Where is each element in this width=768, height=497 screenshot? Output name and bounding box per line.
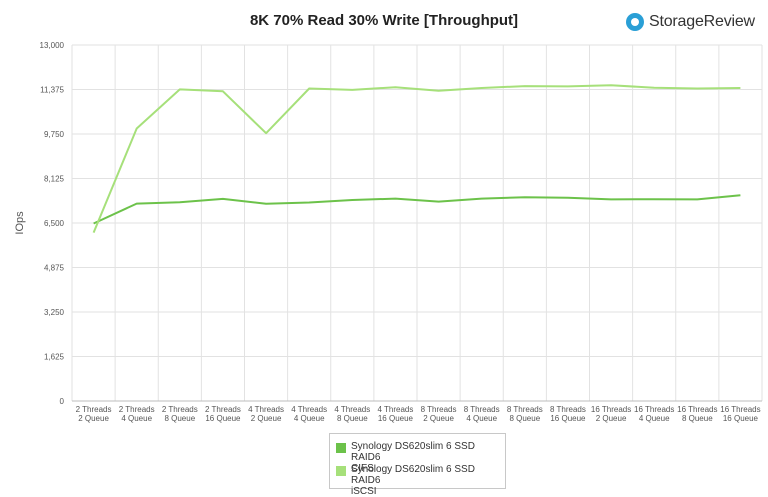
y-axis-ticks: 0 1,625 3,250 4,875 6,500 8,125 9,750 11,375 13,… <box>40 41 65 406</box>
x-tick-label: 16 Threads 16 Queue <box>720 405 760 423</box>
x-tick-label: 4 Threads 2 Queue <box>248 405 284 423</box>
legend-label-cifs-line1: Synology DS620slim 6 SSD RAID6 <box>351 441 475 463</box>
chart-title: 8K 70% Read 30% Write [Throughput] <box>249 12 519 29</box>
brand-name: StorageReview <box>649 13 755 30</box>
gridlines <box>71 44 763 402</box>
legend-swatch-cifs <box>336 443 346 453</box>
x-tick-label-line: 4 Queue <box>466 414 497 423</box>
x-tick-label-line: 16 Threads <box>634 405 674 414</box>
x-tick-label-line: 4 Threads <box>291 405 327 414</box>
legend-label-iscsi-line1: Synology DS620slim 6 SSD RAID6 <box>351 464 475 486</box>
series-line-iscsi <box>92 84 741 233</box>
x-tick-label-line: 8 Queue <box>509 414 540 423</box>
x-tick-label: 2 Threads 8 Queue <box>162 405 198 423</box>
y-tick-label: 1,625 <box>44 353 65 362</box>
x-tick-label-line: 16 Queue <box>205 414 241 423</box>
x-tick-label: 8 Threads 4 Queue <box>464 405 500 423</box>
x-tick-label: 4 Threads 16 Queue <box>378 405 414 423</box>
y-tick-label: 9,750 <box>44 130 65 139</box>
x-tick-label-line: 8 Queue <box>682 414 713 423</box>
x-tick-label-line: 8 Queue <box>164 414 195 423</box>
storagereview-logo-icon <box>626 13 644 31</box>
x-tick-label-line: 2 Threads <box>119 405 155 414</box>
x-tick-label-line: 8 Threads <box>421 405 457 414</box>
legend-item-cifs[interactable]: Synology DS620slim 6 SSD RAID6 CIFS <box>336 441 501 474</box>
x-tick-label-line: 4 Queue <box>121 414 152 423</box>
legend-label-iscsi: Synology DS620slim 6 SSD RAID6 iSCSI <box>351 464 501 497</box>
x-tick-label-line: 2 Queue <box>78 414 109 423</box>
x-tick-label-line: 8 Threads <box>464 405 500 414</box>
x-tick-label-line: 16 Threads <box>677 405 717 414</box>
x-tick-label-line: 2 Queue <box>596 414 627 423</box>
x-tick-label: 4 Threads 4 Queue <box>291 405 327 423</box>
x-tick-label: 2 Threads 4 Queue <box>119 405 155 423</box>
x-tick-label-line: 8 Threads <box>507 405 543 414</box>
brand-logo: StorageReview <box>626 13 755 31</box>
legend-label-cifs-line2: CIFS <box>351 463 374 474</box>
x-tick-label-line: 16 Queue <box>723 414 759 423</box>
x-tick-label-line: 16 Queue <box>550 414 586 423</box>
x-tick-label: 16 Threads 8 Queue <box>677 405 717 423</box>
y-tick-label: 11,375 <box>40 86 64 95</box>
x-tick-label-line: 2 Threads <box>162 405 198 414</box>
x-tick-label-line: 4 Threads <box>334 405 370 414</box>
x-tick-label-line: 16 Queue <box>378 414 414 423</box>
y-axis-label: IOps <box>14 211 26 235</box>
x-tick-label: 2 Threads 16 Queue <box>205 405 241 423</box>
series-line-cifs <box>93 194 741 225</box>
legend-label-iscsi-line2: iSCSI <box>351 486 377 497</box>
x-tick-label-line: 4 Threads <box>248 405 284 414</box>
y-tick-label: 3,250 <box>44 308 65 317</box>
legend-swatch-iscsi <box>336 466 346 476</box>
x-tick-label-line: 4 Queue <box>294 414 325 423</box>
y-tick-label: 0 <box>60 397 65 406</box>
x-tick-label-line: 4 Threads <box>378 405 414 414</box>
x-tick-label: 8 Threads 8 Queue <box>507 405 543 423</box>
chart-legend: Synology DS620slim 6 SSD RAID6 CIFS Syno… <box>329 433 506 497</box>
x-tick-label: 2 Threads 2 Queue <box>76 405 112 423</box>
x-tick-label: 8 Threads 16 Queue <box>550 405 586 423</box>
x-tick-label: 8 Threads 2 Queue <box>421 405 457 423</box>
x-tick-label-line: 16 Threads <box>720 405 760 414</box>
y-tick-label: 13,000 <box>40 41 65 50</box>
y-tick-label: 6,500 <box>44 219 65 228</box>
x-tick-label-line: 2 Queue <box>251 414 282 423</box>
y-tick-label: 8,125 <box>44 175 65 184</box>
x-tick-label-line: 2 Queue <box>423 414 454 423</box>
x-tick-label-line: 2 Threads <box>205 405 241 414</box>
x-tick-label-line: 8 Queue <box>337 414 368 423</box>
x-tick-label-line: 8 Threads <box>550 405 586 414</box>
series-lines <box>92 84 741 233</box>
x-tick-label: 16 Threads 2 Queue <box>591 405 631 423</box>
x-tick-label: 4 Threads 8 Queue <box>334 405 370 423</box>
y-tick-label: 4,875 <box>44 264 65 273</box>
legend-item-iscsi[interactable]: Synology DS620slim 6 SSD RAID6 iSCSI <box>336 464 501 497</box>
legend-label-cifs: Synology DS620slim 6 SSD RAID6 CIFS <box>351 441 501 474</box>
x-tick-label-line: 4 Queue <box>639 414 670 423</box>
x-tick-label-line: 16 Threads <box>591 405 631 414</box>
x-tick-label-line: 2 Threads <box>76 405 112 414</box>
x-tick-label: 16 Threads 4 Queue <box>634 405 674 423</box>
